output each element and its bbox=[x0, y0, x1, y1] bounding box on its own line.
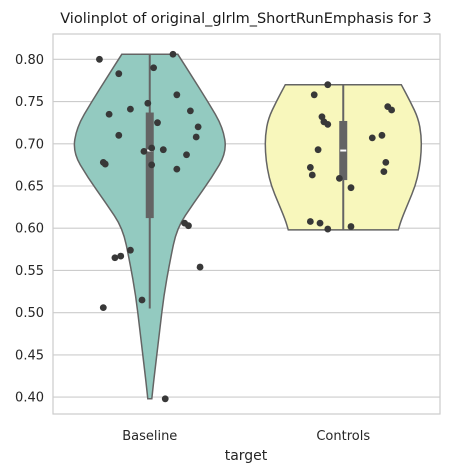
data-point bbox=[115, 70, 123, 78]
data-point bbox=[159, 146, 167, 154]
data-point bbox=[111, 254, 119, 262]
y-tick-label: 0.40 bbox=[15, 391, 44, 406]
data-point bbox=[310, 91, 318, 99]
data-point bbox=[308, 171, 316, 179]
data-point bbox=[144, 99, 152, 107]
y-tick-label: 0.60 bbox=[15, 222, 44, 237]
data-point bbox=[347, 184, 355, 192]
data-point bbox=[173, 91, 181, 99]
x-tick-labels: Baseline Controls bbox=[122, 429, 370, 444]
plot-frame bbox=[52, 33, 441, 415]
y-tick-label: 0.50 bbox=[15, 306, 44, 321]
strip-points bbox=[96, 50, 396, 403]
data-point bbox=[148, 161, 156, 169]
data-point bbox=[382, 158, 390, 166]
data-point bbox=[306, 164, 314, 171]
data-point bbox=[161, 395, 169, 403]
data-point bbox=[186, 107, 194, 115]
data-point bbox=[314, 146, 322, 154]
data-point bbox=[324, 225, 332, 233]
y-tick-label: 0.55 bbox=[15, 264, 44, 279]
y-tick-label: 0.45 bbox=[15, 348, 44, 363]
data-point bbox=[117, 252, 125, 260]
data-point bbox=[154, 119, 161, 127]
data-point bbox=[126, 246, 134, 254]
data-point bbox=[335, 175, 343, 182]
data-point bbox=[194, 123, 202, 131]
data-point bbox=[324, 81, 332, 89]
data-point bbox=[196, 263, 204, 271]
chart-title: Violinplot of original_glrlm_ShortRunEmp… bbox=[60, 11, 432, 27]
data-point bbox=[140, 147, 148, 155]
data-point bbox=[148, 144, 156, 152]
data-point bbox=[378, 131, 386, 139]
data-point bbox=[388, 106, 396, 114]
data-point bbox=[347, 223, 355, 230]
data-point bbox=[316, 219, 324, 227]
data-point bbox=[138, 296, 146, 304]
x-tick-label: Controls bbox=[316, 429, 370, 444]
x-tick-label: Baseline bbox=[122, 429, 177, 444]
data-point bbox=[169, 50, 177, 58]
data-point bbox=[306, 218, 314, 225]
data-point bbox=[185, 222, 192, 230]
data-point bbox=[115, 131, 123, 139]
data-point bbox=[324, 120, 332, 128]
data-point bbox=[192, 133, 200, 141]
y-tick-labels: 0.40 0.45 0.50 0.55 0.60 0.65 0.70 0.75 0.80 bbox=[15, 53, 44, 406]
data-point bbox=[173, 165, 181, 173]
violins bbox=[73, 53, 423, 400]
data-point bbox=[150, 64, 158, 72]
data-point bbox=[105, 110, 113, 118]
y-tick-label: 0.80 bbox=[15, 53, 44, 68]
y-tick-label: 0.65 bbox=[15, 180, 44, 195]
data-point bbox=[126, 105, 134, 113]
data-point bbox=[183, 151, 190, 159]
data-point bbox=[380, 168, 388, 176]
x-axis-title: target bbox=[225, 448, 268, 464]
data-point bbox=[99, 304, 107, 311]
y-tick-label: 0.70 bbox=[15, 137, 44, 152]
data-point bbox=[368, 134, 376, 142]
data-point bbox=[101, 160, 109, 168]
y-tick-label: 0.75 bbox=[15, 95, 44, 110]
data-point bbox=[96, 55, 103, 63]
